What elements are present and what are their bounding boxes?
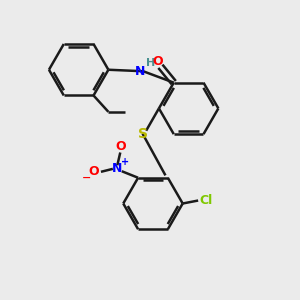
Text: H: H [146, 58, 155, 68]
Text: +: + [121, 157, 129, 167]
Text: O: O [153, 55, 163, 68]
Text: S: S [138, 127, 148, 141]
Text: O: O [115, 140, 126, 153]
Text: Cl: Cl [200, 194, 213, 207]
Text: N: N [134, 65, 145, 78]
Text: O: O [88, 165, 99, 178]
Text: N: N [112, 162, 122, 175]
Text: −: − [81, 173, 91, 183]
